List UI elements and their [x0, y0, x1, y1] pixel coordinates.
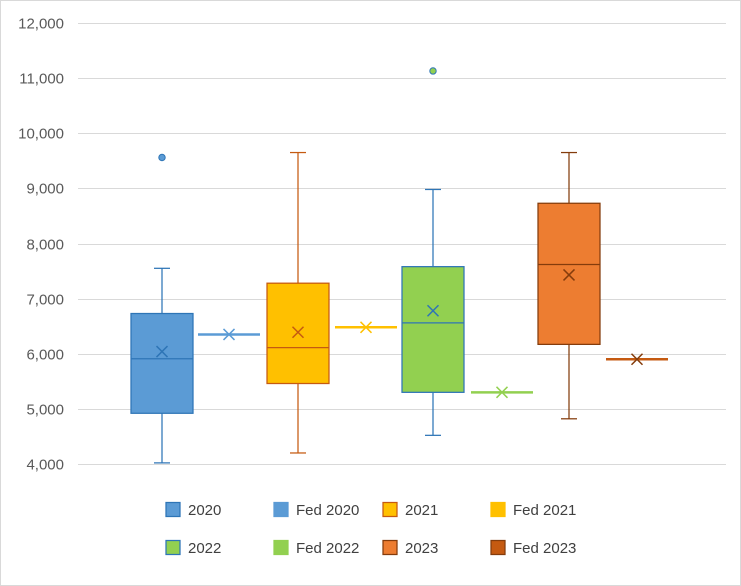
series-fed-2023	[606, 353, 668, 366]
series-2023	[537, 151, 601, 420]
legend-item: 2022	[165, 539, 221, 557]
series-fed-2021	[335, 321, 397, 334]
series-2021	[266, 151, 330, 454]
legend-label: 2020	[188, 502, 221, 519]
y-axis-ticks: 4,000 5,000 6,000 7,000 8,000 9,000 10,000 11,0…	[18, 16, 64, 474]
legend: 2020 Fed 2020 2021 Fed 2021 2022 Fed 2022 2023…	[165, 501, 576, 557]
series-fed-2020	[198, 328, 260, 341]
legend-item: Fed 2021	[490, 501, 576, 519]
mean-marker	[630, 353, 644, 366]
y-tick-label: 10,000	[18, 126, 64, 143]
mean-marker	[155, 345, 169, 358]
mean-marker	[359, 321, 373, 334]
outlier-point	[429, 67, 437, 75]
y-tick-label: 11,000	[19, 71, 64, 88]
legend-label: 2021	[405, 502, 438, 519]
y-tick-label: 4,000	[26, 457, 64, 474]
y-tick-label: 8,000	[26, 237, 64, 254]
mean-marker	[562, 268, 576, 281]
y-tick-label: 9,000	[26, 181, 64, 198]
legend-item: Fed 2022	[273, 539, 359, 557]
legend-item: Fed 2020	[273, 501, 359, 519]
legend-swatch	[273, 539, 289, 556]
mean-marker	[426, 304, 440, 317]
legend-item: Fed 2023	[490, 539, 576, 557]
legend-label: Fed 2022	[296, 540, 359, 557]
series-2020	[130, 153, 194, 464]
mean-marker	[495, 386, 509, 399]
mean-marker	[291, 326, 305, 339]
plot-area	[130, 67, 668, 464]
legend-item: 2021	[382, 501, 438, 519]
legend-swatch	[273, 501, 289, 518]
mean-marker	[222, 328, 236, 341]
legend-label: Fed 2023	[513, 540, 576, 557]
legend-swatch	[382, 539, 398, 556]
box	[537, 202, 601, 346]
legend-label: Fed 2021	[513, 502, 576, 519]
series-fed-2022	[471, 386, 533, 399]
legend-swatch	[490, 539, 506, 556]
outlier-point	[158, 153, 166, 162]
y-tick-label: 7,000	[26, 292, 64, 309]
legend-item: 2023	[382, 539, 438, 557]
box	[266, 282, 330, 385]
y-tick-label: 6,000	[26, 347, 64, 364]
legend-label: 2022	[188, 540, 221, 557]
y-tick-label: 5,000	[26, 402, 64, 419]
legend-item: 2020	[165, 501, 221, 519]
box	[130, 312, 194, 414]
legend-label: Fed 2020	[296, 502, 359, 519]
box	[401, 266, 465, 393]
legend-swatch	[490, 501, 506, 518]
legend-swatch	[382, 501, 398, 518]
legend-swatch	[165, 501, 181, 518]
legend-swatch	[165, 539, 181, 556]
series-2022	[401, 67, 465, 436]
y-tick-label: 12,000	[18, 16, 64, 33]
legend-label: 2023	[405, 540, 438, 557]
